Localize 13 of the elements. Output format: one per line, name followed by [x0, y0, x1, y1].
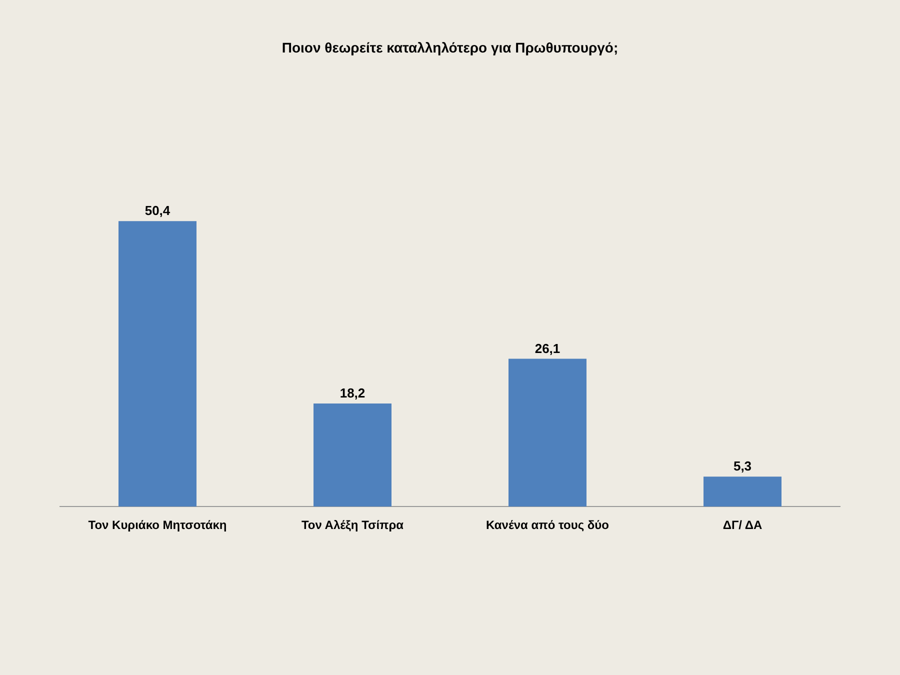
x-tick-label: Τον Αλέξη Τσίπρα	[301, 518, 404, 532]
bar	[508, 358, 586, 507]
x-tick-label: Τον Κυριάκο Μητσοτάκη	[88, 518, 227, 532]
chart-title: Ποιον θεωρείτε καταλληλότερο για Πρωθυπουργό;	[282, 39, 618, 56]
x-tick-label: ΔΓ/ ΔΑ	[722, 518, 763, 532]
data-label: 50,4	[144, 203, 171, 218]
data-label: 5,3	[733, 458, 752, 474]
x-tick-label: Κανένα από τους δύο	[486, 518, 609, 532]
bar	[704, 476, 782, 507]
bar	[118, 221, 196, 507]
data-label: 26,1	[534, 340, 560, 356]
data-label: 18,2	[340, 386, 366, 401]
bar	[314, 404, 392, 507]
